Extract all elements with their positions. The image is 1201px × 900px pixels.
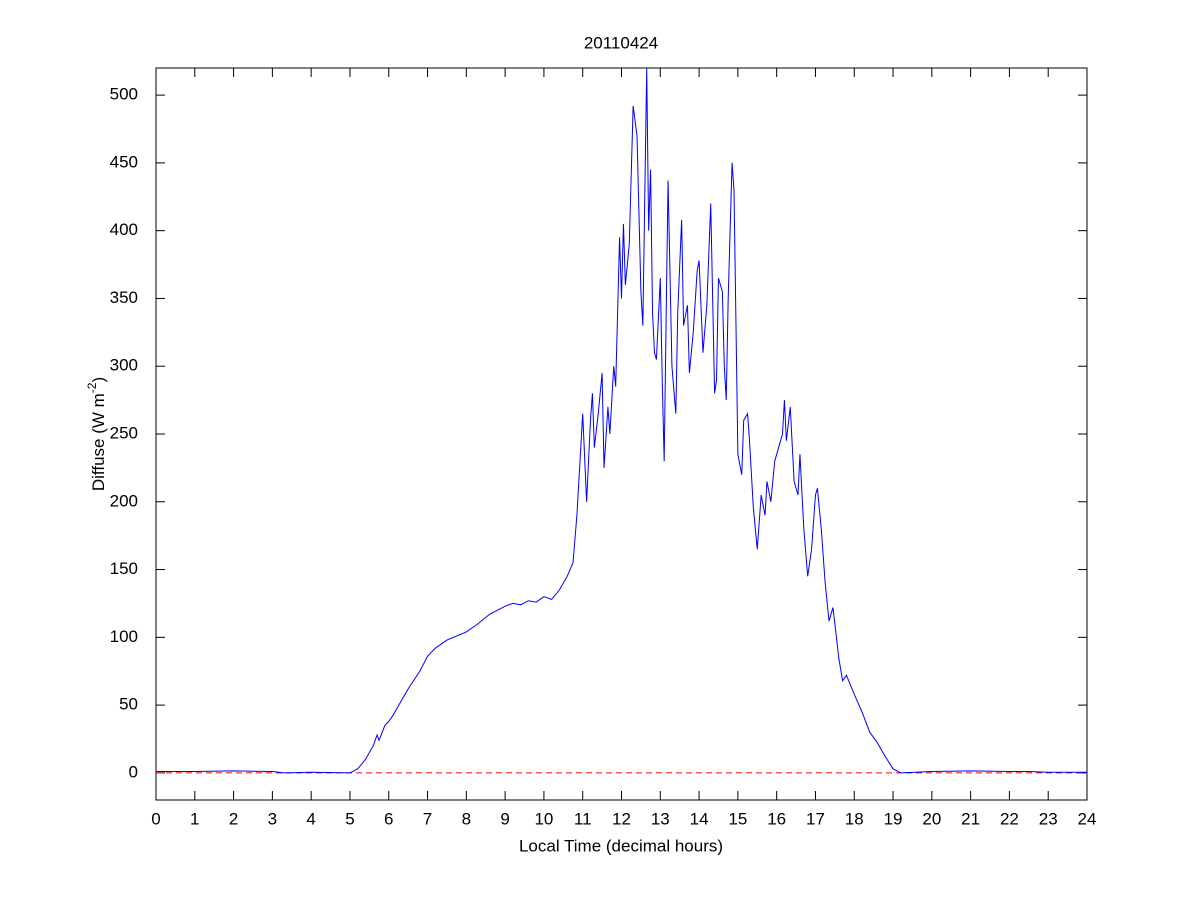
x-tick-label: 11 (574, 809, 592, 828)
x-tick-label: 1 (190, 809, 199, 828)
x-tick-label: 9 (500, 809, 509, 828)
x-tick-label: 8 (462, 809, 471, 828)
y-tick-label: 300 (110, 356, 138, 375)
x-tick-label: 5 (345, 809, 354, 828)
x-tick-label: 6 (384, 809, 393, 828)
x-tick-label: 17 (806, 809, 825, 828)
y-label-main: Diffuse (W m (89, 393, 108, 491)
y-label-superscript: -2 (85, 382, 99, 393)
x-tick-label: 3 (268, 809, 277, 828)
plot-area (155, 67, 1088, 801)
y-tick-label: 0 (129, 762, 138, 781)
x-tick-label: 2 (229, 809, 238, 828)
y-axis-label: Diffuse (W m-2) (85, 377, 108, 491)
x-tick-label: 18 (845, 809, 864, 828)
y-tick-label: 350 (110, 288, 138, 307)
chart-title: 20110424 (584, 33, 658, 52)
x-tick-label: 15 (728, 809, 747, 828)
x-tick-label: 7 (423, 809, 432, 828)
x-tick-label: 20 (922, 809, 941, 828)
x-tick-label: 22 (1000, 809, 1019, 828)
x-tick-label: 14 (690, 809, 709, 828)
y-tick-label: 150 (110, 559, 138, 578)
y-tick-label: 250 (110, 423, 138, 442)
x-tick-label: 0 (151, 809, 160, 828)
y-tick-label: 500 (110, 85, 138, 104)
y-label-end: ) (89, 377, 108, 383)
x-axis-label: Local Time (decimal hours) (519, 836, 723, 855)
x-tick-label: 13 (651, 809, 670, 828)
y-tick-label: 450 (110, 152, 138, 171)
x-tick-label: 12 (612, 809, 631, 828)
x-tick-label: 23 (1039, 809, 1058, 828)
y-tick-label: 100 (110, 627, 138, 646)
y-tick-label: 400 (110, 220, 138, 239)
x-tick-label: 19 (884, 809, 903, 828)
x-tick-label: 21 (961, 809, 980, 828)
x-tick-label: 24 (1078, 809, 1097, 828)
x-tick-label: 10 (534, 809, 553, 828)
y-tick-label: 50 (119, 695, 138, 714)
x-tick-label: 16 (767, 809, 786, 828)
x-tick-label: 4 (306, 809, 315, 828)
y-tick-label: 200 (110, 491, 138, 510)
data-line (156, 67, 1087, 774)
